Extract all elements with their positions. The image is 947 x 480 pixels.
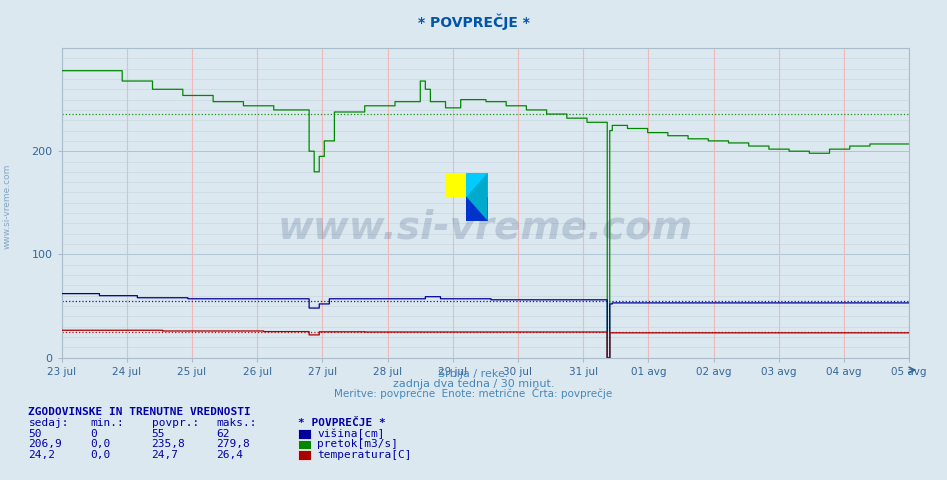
Text: 235,8: 235,8 (152, 439, 186, 449)
Text: pretok[m3/s]: pretok[m3/s] (317, 439, 399, 449)
Text: 0,0: 0,0 (90, 450, 110, 460)
Text: 0,0: 0,0 (90, 439, 110, 449)
Bar (466, 197, 488, 221)
Text: www.si-vreme.com: www.si-vreme.com (277, 209, 693, 247)
Text: * POVPREČJE *: * POVPREČJE * (298, 418, 386, 428)
Polygon shape (466, 173, 488, 221)
Text: min.:: min.: (90, 418, 124, 428)
Text: maks.:: maks.: (216, 418, 257, 428)
Bar (445, 173, 466, 197)
Text: povpr.:: povpr.: (152, 418, 199, 428)
Text: višina[cm]: višina[cm] (317, 428, 384, 439)
Text: Meritve: povprečne  Enote: metrične  Črta: povprečje: Meritve: povprečne Enote: metrične Črta:… (334, 387, 613, 399)
Text: www.si-vreme.com: www.si-vreme.com (3, 164, 12, 249)
Text: 279,8: 279,8 (216, 439, 250, 449)
Text: 24,2: 24,2 (28, 450, 56, 460)
Text: zadnja dva tedna / 30 minut.: zadnja dva tedna / 30 minut. (393, 379, 554, 389)
Text: 24,7: 24,7 (152, 450, 179, 460)
Text: temperatura[C]: temperatura[C] (317, 450, 412, 460)
Text: Srbija / reke.: Srbija / reke. (438, 369, 509, 379)
Text: 26,4: 26,4 (216, 450, 243, 460)
Text: 206,9: 206,9 (28, 439, 63, 449)
Text: sedaj:: sedaj: (28, 418, 69, 428)
Text: 62: 62 (216, 429, 229, 439)
Text: ZGODOVINSKE IN TRENUTNE VREDNOSTI: ZGODOVINSKE IN TRENUTNE VREDNOSTI (28, 407, 251, 417)
Text: 50: 50 (28, 429, 42, 439)
Text: 55: 55 (152, 429, 165, 439)
Bar (466, 173, 488, 197)
Text: * POVPREČJE *: * POVPREČJE * (418, 13, 529, 30)
Text: 0: 0 (90, 429, 97, 439)
